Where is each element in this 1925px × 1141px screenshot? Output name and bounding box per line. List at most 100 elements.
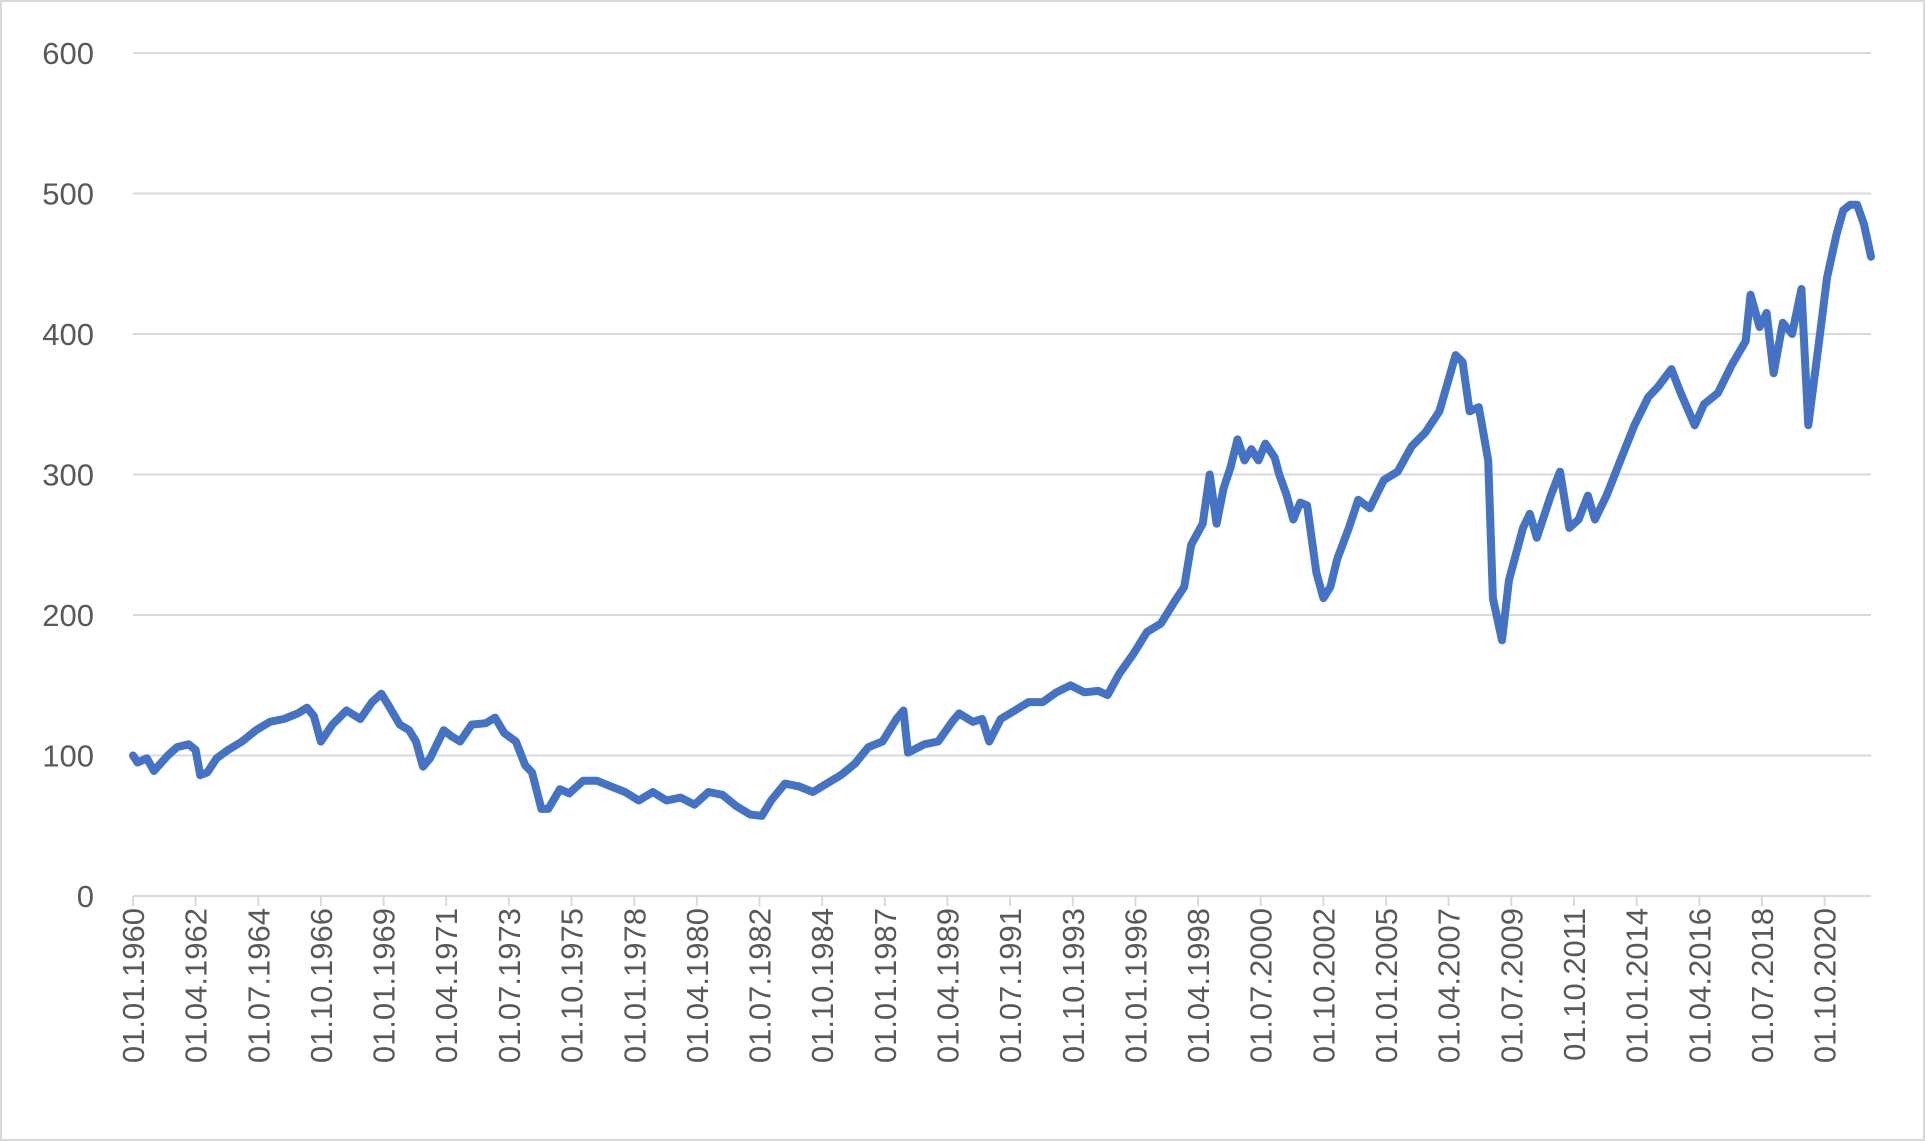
data-point	[1846, 201, 1854, 209]
data-point	[892, 715, 900, 723]
data-point	[899, 707, 907, 714]
data-point	[879, 738, 886, 745]
data-point	[1832, 232, 1840, 240]
data-point	[1435, 407, 1443, 415]
data-point	[1489, 594, 1497, 602]
data-point	[426, 754, 434, 762]
data-point	[521, 761, 529, 769]
data-point	[1728, 361, 1736, 369]
x-tick-label: 01.04.1998	[1181, 908, 1216, 1063]
data-point	[1213, 520, 1221, 528]
data-point	[468, 721, 476, 729]
data-point	[317, 738, 325, 745]
data-point	[440, 726, 448, 734]
data-point	[150, 767, 158, 775]
data-point	[1533, 534, 1541, 542]
data-point	[1296, 499, 1304, 507]
data-point	[356, 715, 364, 723]
data-point	[635, 797, 643, 804]
data-point	[795, 782, 803, 790]
x-tick-label: 01.01.1978	[617, 908, 652, 1063]
data-point	[1053, 688, 1060, 696]
data-point	[718, 791, 726, 799]
data-point	[1115, 670, 1123, 678]
data-point	[368, 698, 376, 706]
data-point	[1575, 516, 1583, 523]
data-point	[213, 754, 221, 762]
x-tick-label: 01.10.1984	[805, 908, 840, 1063]
data-point	[377, 690, 385, 698]
data-point	[746, 811, 754, 818]
data-point	[1591, 516, 1599, 523]
data-point	[1603, 492, 1610, 500]
y-tick-label: 400	[42, 317, 94, 352]
x-tick-label: 01.07.1991	[993, 908, 1028, 1063]
data-point	[1823, 274, 1831, 282]
x-tick-label: 01.04.1989	[930, 908, 965, 1063]
data-point	[196, 771, 204, 779]
x-tick-label: 01.01.2014	[1620, 908, 1655, 1063]
data-point	[1011, 707, 1019, 714]
data-point	[537, 805, 545, 813]
data-point	[851, 760, 859, 768]
data-point	[1180, 583, 1188, 591]
data-point	[1234, 435, 1241, 443]
x-tick-label: 01.10.2020	[1808, 908, 1843, 1063]
data-point	[1261, 440, 1269, 448]
data-point	[1289, 516, 1297, 523]
data-point	[1080, 688, 1088, 696]
data-point	[1312, 569, 1320, 577]
data-point	[823, 780, 831, 788]
y-tick-label: 0	[77, 879, 94, 914]
data-point	[663, 797, 671, 804]
data-point	[934, 738, 942, 745]
data-point	[1584, 492, 1592, 500]
data-point	[528, 768, 536, 776]
data-point	[1691, 421, 1699, 429]
x-tick-label: 01.10.1966	[304, 908, 339, 1063]
data-point	[1333, 555, 1341, 563]
data-point	[1797, 285, 1805, 293]
data-point	[1227, 464, 1234, 471]
y-tick-label: 300	[42, 458, 94, 493]
data-point	[781, 780, 789, 788]
data-point	[224, 746, 232, 754]
data-point	[1459, 358, 1467, 366]
data-point	[1422, 428, 1429, 436]
data-point	[1860, 220, 1868, 228]
data-point	[904, 749, 912, 757]
data-point	[544, 805, 552, 813]
data-point	[1206, 471, 1214, 478]
series-layer	[129, 200, 1875, 820]
data-point	[809, 788, 817, 796]
data-point	[1747, 291, 1754, 299]
data-point	[173, 743, 181, 751]
x-tick-label: 01.07.2009	[1494, 908, 1529, 1063]
data-point	[1157, 619, 1165, 627]
data-point	[1867, 253, 1875, 261]
data-point	[343, 707, 350, 714]
x-tick-label: 01.04.2016	[1682, 908, 1717, 1063]
data-point	[419, 763, 427, 771]
data-point	[1380, 476, 1388, 484]
data-point	[1788, 330, 1796, 338]
y-tick-label: 500	[42, 177, 94, 212]
data-point	[985, 738, 993, 745]
data-point	[1853, 201, 1861, 209]
data-point	[1104, 691, 1112, 699]
data-point	[677, 794, 685, 802]
x-tick-label: 01.01.1960	[116, 908, 151, 1063]
x-tick-label: 01.07.2000	[1244, 908, 1279, 1063]
data-point	[1667, 365, 1675, 373]
data-point	[1039, 698, 1047, 706]
data-point	[705, 788, 712, 796]
data-point	[412, 738, 420, 745]
x-tick-label: 01.10.1993	[1056, 908, 1091, 1063]
x-tick-label: 01.04.1980	[680, 908, 715, 1063]
data-point	[1804, 421, 1812, 429]
data-point	[955, 709, 963, 717]
y-tick-label: 200	[42, 598, 94, 633]
data-point	[203, 768, 211, 776]
data-point	[691, 801, 698, 809]
data-point	[1143, 628, 1151, 636]
